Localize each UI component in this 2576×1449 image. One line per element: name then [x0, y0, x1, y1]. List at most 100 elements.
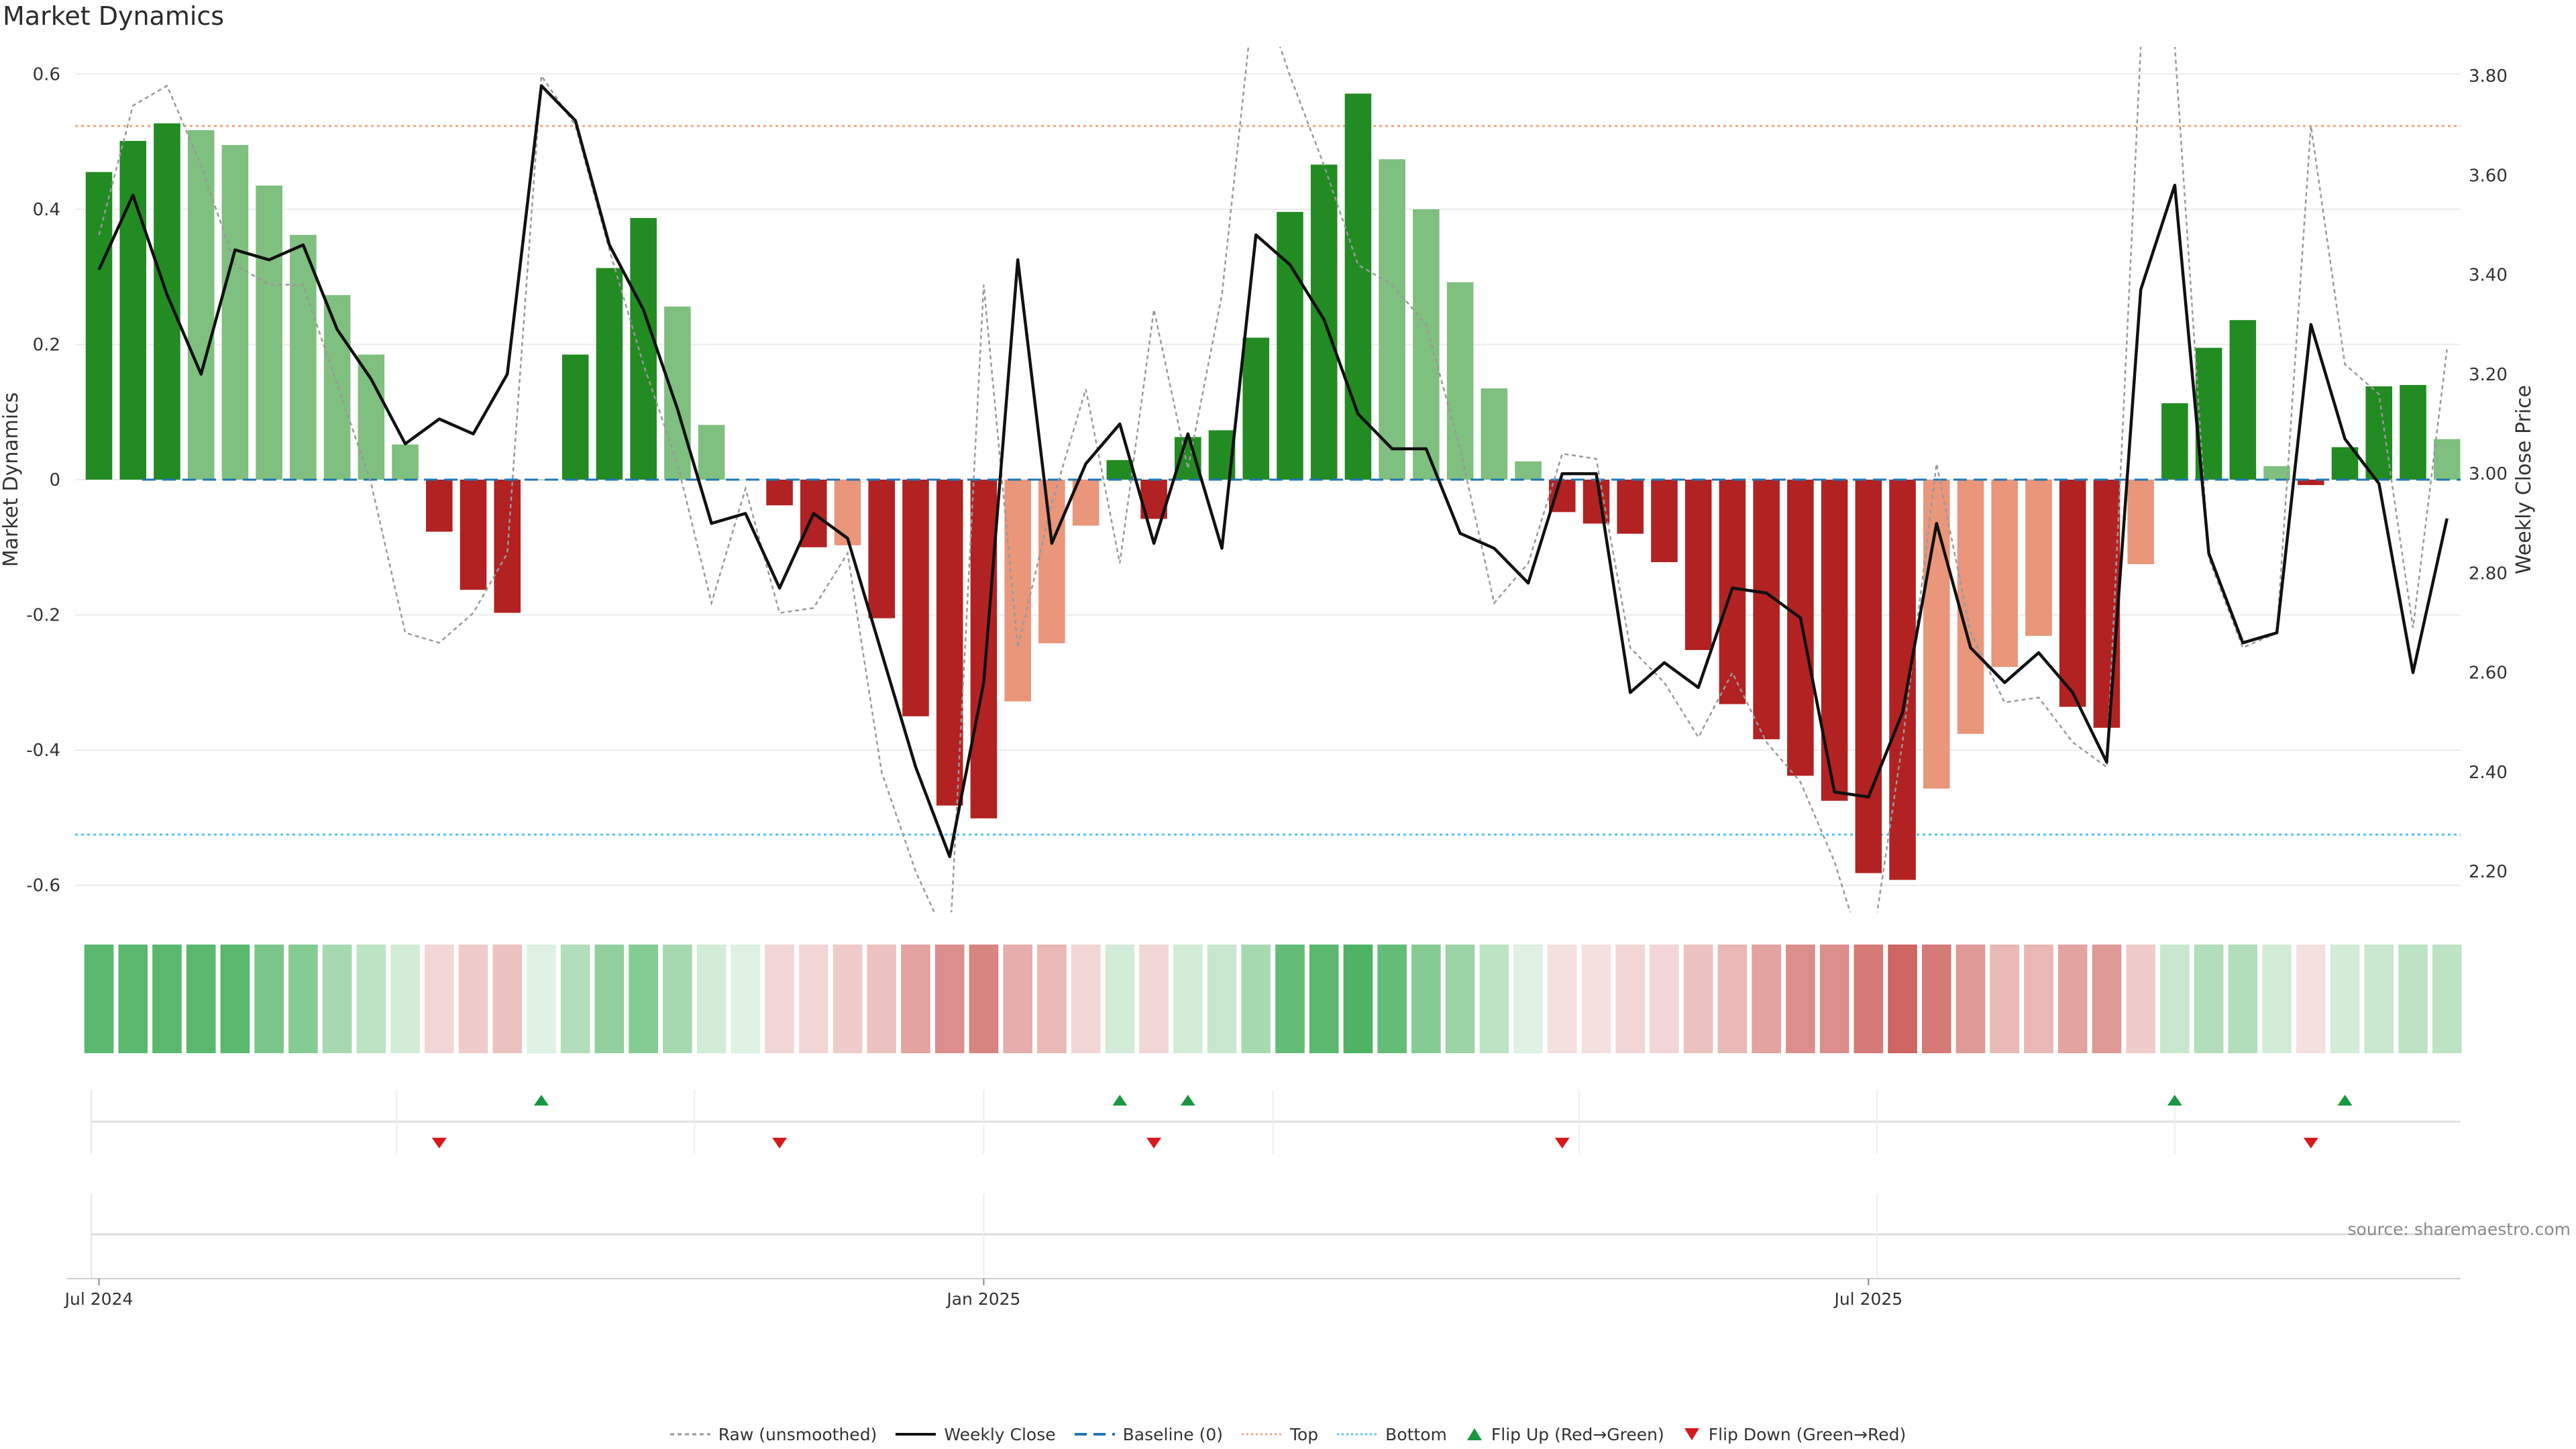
heat-cell [901, 945, 930, 1053]
momentum-bar [902, 480, 929, 716]
legend-close: Weekly Close [896, 1425, 1056, 1444]
momentum-bar [766, 480, 793, 506]
momentum-bar [221, 145, 249, 480]
legend-flip-up: Flip Up (Red→Green) [1466, 1425, 1664, 1444]
momentum-bar [1651, 480, 1678, 562]
momentum-bar [1617, 480, 1644, 534]
y2-axis-title: Weekly Close Price [2512, 385, 2536, 574]
momentum-bar [1991, 480, 2019, 667]
momentum-bar [1957, 480, 1984, 734]
x-tick-label: Jan 2025 [945, 1289, 1020, 1309]
flip-down-marker [1146, 1138, 1162, 1148]
heat-cell [2160, 945, 2190, 1053]
flip-down-marker [1554, 1138, 1570, 1148]
heat-cell [765, 945, 794, 1053]
momentum-bar [1582, 480, 1610, 524]
momentum-bar [256, 185, 282, 480]
heat-cell [2398, 945, 2428, 1053]
momentum-bar [1106, 460, 1134, 480]
heat-cell [390, 945, 420, 1053]
top-line-swatch [1241, 1433, 1282, 1436]
legend-baseline: Baseline (0) [1074, 1424, 1223, 1444]
heat-cell [118, 945, 148, 1053]
y-tick-label: 0.4 [33, 200, 60, 220]
heat-cell [1343, 945, 1373, 1053]
heat-cell [254, 945, 284, 1053]
heat-cell [2432, 945, 2462, 1053]
y2-tick-label: 2.40 [2469, 763, 2508, 783]
x-tick-label: Jul 2024 [64, 1289, 133, 1309]
momentum-bar [936, 480, 963, 806]
momentum-bar [154, 123, 180, 480]
legend-raw-label: Raw (unsmoothed) [718, 1424, 877, 1444]
momentum-bar [426, 480, 453, 532]
heat-cell [1921, 945, 1951, 1053]
heat-cell [1752, 945, 1781, 1053]
close-line-swatch [896, 1433, 936, 1436]
legend: Raw (unsmoothed) Weekly Close Baseline (… [0, 1421, 2576, 1448]
flip-down-marker [772, 1138, 788, 1148]
momentum-bar [868, 480, 896, 619]
momentum-bar [2433, 439, 2461, 480]
heat-cell [2364, 945, 2394, 1053]
heat-cell [731, 945, 761, 1053]
momentum-bar [1753, 480, 1780, 739]
y2-tick-label: 3.80 [2469, 66, 2508, 87]
heat-cell [560, 945, 590, 1053]
bottom-line-swatch [1337, 1433, 1378, 1436]
heat-cell [1854, 945, 1884, 1053]
y2-tick-label: 2.60 [2469, 663, 2508, 684]
heat-cell [1037, 945, 1067, 1053]
heat-cell [629, 945, 658, 1053]
momentum-bar [1821, 480, 1848, 801]
momentum-bar [970, 480, 998, 818]
chart-title: Market Dynamics [3, 1, 225, 31]
momentum-bar [2229, 320, 2257, 480]
heat-cell [2330, 945, 2360, 1053]
legend-baseline-label: Baseline (0) [1122, 1424, 1223, 1444]
heat-cell [1241, 945, 1271, 1053]
heat-cell [969, 945, 999, 1053]
x-tick-label: Jul 2025 [1833, 1289, 1902, 1309]
heat-cell [424, 945, 454, 1053]
heat-cell [833, 945, 863, 1053]
heat-cell [1547, 945, 1577, 1053]
heat-cell [1479, 945, 1509, 1053]
y-tick-label: 0.2 [33, 335, 60, 355]
momentum-bar [2059, 480, 2086, 707]
heat-cell [1615, 945, 1646, 1053]
heat-cell [2194, 945, 2224, 1053]
heat-cell [84, 945, 114, 1053]
momentum-bar [85, 172, 113, 480]
heat-cell [1445, 945, 1475, 1053]
momentum-bar [1684, 480, 1712, 650]
baseline-swatch [1074, 1433, 1115, 1436]
heat-cell [288, 945, 318, 1053]
y-tick-label: 0 [49, 470, 60, 490]
flip-up-marker [1112, 1095, 1128, 1106]
heat-cell [1581, 945, 1611, 1053]
momentum-bar [2263, 466, 2290, 480]
momentum-bar [392, 444, 419, 480]
heat-cell [1955, 945, 1986, 1053]
momentum-bar [1413, 209, 1440, 480]
y-tick-label: -0.6 [26, 876, 60, 896]
momentum-bar [1787, 480, 1814, 776]
heat-cell [1717, 945, 1748, 1053]
momentum-bar [119, 141, 147, 480]
flip-up-marker [2337, 1095, 2353, 1106]
flip-down-marker [431, 1138, 447, 1148]
momentum-bar [1481, 388, 1508, 480]
heat-cell [1003, 945, 1032, 1053]
momentum-bar [323, 294, 351, 480]
heat-cell [663, 945, 692, 1053]
heat-cell [2262, 945, 2292, 1053]
heat-cell [1819, 945, 1849, 1053]
y-tick-label: 0.6 [33, 64, 60, 85]
heat-cell [1990, 945, 2020, 1053]
momentum-bar [494, 480, 521, 613]
heat-cell [1513, 945, 1543, 1053]
momentum-bar [2093, 480, 2121, 728]
weekly-close-line [97, 84, 2449, 859]
